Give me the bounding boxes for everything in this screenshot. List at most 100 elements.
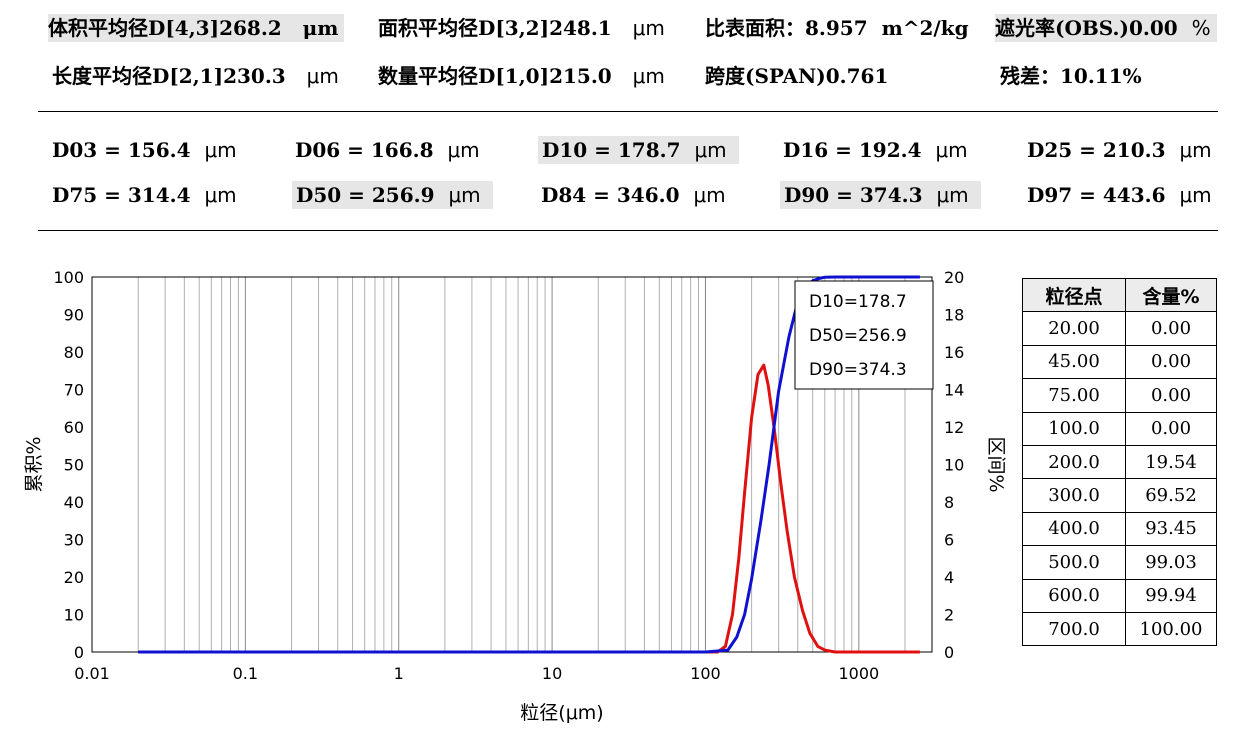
x-tick-label: 0.1	[233, 664, 258, 683]
y-right-tick-label: 4	[944, 568, 954, 587]
table-cell-content: 69.52	[1125, 478, 1217, 513]
table-cell-size: 700.0	[1022, 611, 1126, 647]
stat-unit: %	[1122, 64, 1142, 88]
table-cell-content: 0.00	[1125, 311, 1217, 346]
y-left-tick-label: 80	[64, 343, 84, 362]
y-axis-left-label: 累积%	[23, 436, 45, 492]
y-right-tick-label: 14	[944, 381, 964, 400]
x-tick-label: 1	[394, 664, 404, 683]
stat-unit: μm	[302, 16, 339, 40]
stat-label: 遮光率(OBS.)	[995, 16, 1129, 40]
x-tick-label: 10	[542, 664, 562, 683]
table-row: 20.00 0.00	[1022, 311, 1217, 346]
table-cell-size: 600.0	[1022, 578, 1126, 613]
y-right-tick-label: 10	[944, 456, 964, 475]
stat-unit: μm	[632, 64, 665, 88]
stat-value: 248.1	[549, 16, 612, 40]
table-cell-size: 300.0	[1022, 478, 1126, 513]
y-left-tick-label: 30	[64, 531, 84, 550]
table-row: 700.0 100.00	[1022, 611, 1217, 647]
table-row: 75.00 0.00	[1022, 378, 1217, 413]
series-line-interval	[138, 363, 920, 654]
stat-label: 体积平均径D[4,3]	[48, 16, 220, 40]
stat-unit: μm	[632, 16, 665, 40]
x-tick-label: 0.01	[74, 664, 110, 683]
chart-annotation: D10=178.7 D50=256.9 D90=374.3	[794, 280, 934, 390]
d-value-unit: μm	[448, 183, 481, 207]
stat-unit: m^2/kg	[881, 16, 969, 40]
d-value-label: D10 = 178.7	[542, 138, 681, 162]
table-cell-content: 19.54	[1125, 444, 1217, 480]
d-value-label: D90 = 374.3	[784, 183, 923, 207]
stat-d10-mean: 数量平均径D[1,0]215.0 μm	[378, 62, 665, 90]
stat-label: 比表面积：	[705, 16, 805, 40]
table-header-size: 粒径点	[1022, 277, 1126, 313]
chart-series	[138, 275, 920, 654]
y-right-tick-label: 12	[944, 418, 964, 437]
table-row: 200.0 19.54	[1022, 444, 1217, 480]
table-cell-size: 75.00	[1022, 378, 1126, 413]
stat-label: 面积平均径D[3,2]	[378, 16, 550, 40]
annotation-d50: D50=256.9	[809, 326, 907, 346]
x-tick-label: 100	[690, 664, 721, 683]
d-value-label: D97 = 443.6	[1027, 183, 1166, 207]
stat-value: 0.761	[825, 64, 889, 88]
d-value: D25 = 210.3 μm	[1027, 136, 1224, 164]
d-value: D06 = 166.8 μm	[295, 136, 492, 164]
d-value-unit: μm	[1179, 183, 1212, 207]
table-header-row: 粒径点 含量%	[1022, 277, 1217, 313]
table-cell-content: 99.03	[1125, 545, 1217, 580]
table-cell-size: 100.0	[1022, 411, 1126, 446]
d-value: D84 = 346.0 μm	[541, 181, 738, 209]
y-left-tick-label: 90	[64, 306, 84, 325]
table-cell-content: 100.00	[1125, 611, 1217, 647]
stat-value: 268.2	[219, 16, 282, 40]
table-row: 400.0 93.45	[1022, 511, 1217, 547]
table-cell-size: 20.00	[1022, 311, 1126, 346]
annotation-box	[794, 280, 934, 390]
y-right-tick-label: 6	[944, 531, 954, 550]
y-left-tick-label: 70	[64, 381, 84, 400]
d-value-highlighted: D10 = 178.7 μm	[538, 136, 739, 164]
stat-value: 10.11	[1060, 64, 1123, 88]
stat-label: 跨度(SPAN)	[705, 64, 826, 88]
d-value-label: D16 = 192.4	[783, 138, 922, 162]
stat-value: 8.957	[805, 16, 868, 40]
d-value-label: D75 = 314.4	[52, 183, 191, 207]
divider-top	[38, 111, 1218, 112]
stat-span: 跨度(SPAN)0.761	[705, 62, 888, 90]
table-cell-content: 99.94	[1125, 578, 1217, 613]
stat-d32: 面积平均径D[3,2]248.1 μm	[378, 14, 665, 42]
y-left-tick-label: 60	[64, 418, 84, 437]
stat-d21: 长度平均径D[2,1]230.3 μm	[52, 62, 339, 90]
size-content-table: 粒径点 含量% 20.00 0.00 45.00 0.00 75.00 0.00 100.0…	[1022, 277, 1217, 647]
table-row: 100.0 0.00	[1022, 411, 1217, 446]
d-value-unit: μm	[936, 183, 969, 207]
table-header-content: 含量%	[1125, 277, 1217, 313]
y-left-tick-label: 0	[74, 643, 84, 662]
table-cell-content: 0.00	[1125, 344, 1217, 380]
d-value-highlighted: D90 = 374.3 μm	[780, 181, 981, 209]
table-cell-content: 0.00	[1125, 378, 1217, 413]
annotation-d90: D90=374.3	[809, 360, 907, 380]
y-right-tick-label: 8	[944, 493, 954, 512]
table-row: 45.00 0.00	[1022, 344, 1217, 380]
y-axis-right-label: 区间%	[985, 436, 1007, 492]
d-value: D16 = 192.4 μm	[783, 136, 980, 164]
d-value-label: D03 = 156.4	[52, 138, 191, 162]
chart-axes: 0.01 0.1 1 10 100 100001020304050607080901000…	[53, 268, 964, 683]
d-value-unit: μm	[694, 138, 727, 162]
y-right-tick-label: 2	[944, 606, 954, 625]
table-cell-size: 500.0	[1022, 545, 1126, 580]
y-left-tick-label: 10	[64, 606, 84, 625]
d-value: D03 = 156.4 μm	[52, 136, 249, 164]
table-row: 500.0 99.03	[1022, 545, 1217, 580]
stat-value: 230.3	[223, 64, 286, 88]
d-value: D97 = 443.6 μm	[1027, 181, 1224, 209]
stat-specific-surface: 比表面积：8.957 m^2/kg	[705, 14, 969, 42]
stat-unit: μm	[306, 64, 339, 88]
d-value-unit: μm	[1179, 138, 1212, 162]
y-left-tick-label: 50	[64, 456, 84, 475]
y-right-tick-label: 0	[944, 643, 954, 662]
